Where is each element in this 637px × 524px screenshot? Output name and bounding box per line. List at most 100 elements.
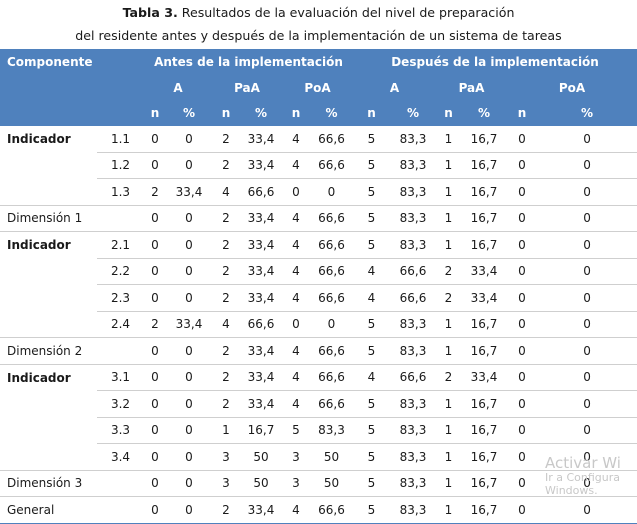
cell-n: 0 <box>507 443 537 471</box>
cell-n: 5 <box>353 178 390 206</box>
row-component: Indicador <box>7 132 71 146</box>
table-row: 1.3 2 33,4 4 66,6 0 0 5 83,3 1 16,7 0 0 <box>0 178 637 206</box>
cell-pct: 0 <box>537 231 637 259</box>
cell-pct: 0 <box>166 337 212 365</box>
cell-n: 0 <box>507 284 537 312</box>
cell-n: 2 <box>212 205 240 232</box>
row-indicator-number: 3.4 <box>97 443 144 471</box>
cell-pct: 83,3 <box>390 470 436 497</box>
cell-pct: 83,3 <box>390 417 436 444</box>
cell-n: 4 <box>353 284 390 312</box>
cell-pct: 0 <box>166 152 212 179</box>
cell-n: 3 <box>212 470 240 497</box>
cell-n: 2 <box>436 284 461 312</box>
cell-n: 1 <box>436 178 461 206</box>
cell-n: 2 <box>212 364 240 391</box>
cell-n: 5 <box>282 417 310 444</box>
header-pct: % <box>254 106 268 120</box>
row-indicator-number: 1.2 <box>97 152 144 179</box>
cell-n: 0 <box>507 152 537 179</box>
row-component <box>0 311 97 338</box>
row-component <box>0 443 97 471</box>
cell-pct: 83,3 <box>390 231 436 259</box>
header-empty <box>0 100 144 126</box>
cell-pct: 33,4 <box>461 258 507 285</box>
cell-pct: 0 <box>310 311 353 338</box>
cell-pct: 33,4 <box>166 311 212 338</box>
cell-n: 0 <box>144 364 166 391</box>
cell-pct: 66,6 <box>310 284 353 312</box>
cell-n: 2 <box>144 178 166 206</box>
cell-pct: 50 <box>310 443 353 471</box>
cell-pct: 33,4 <box>240 337 282 365</box>
cell-n: 3 <box>282 470 310 497</box>
row-indicator-number <box>97 496 144 524</box>
cell-n: 5 <box>353 126 390 153</box>
cell-n: 0 <box>144 152 166 179</box>
cell-pct: 16,7 <box>461 178 507 206</box>
row-indicator-number <box>97 470 144 497</box>
cell-pct: 16,7 <box>461 311 507 338</box>
cell-n: 0 <box>144 496 166 524</box>
cell-n: 5 <box>353 152 390 179</box>
cell-n: 2 <box>436 258 461 285</box>
table-row: 3.3 0 0 1 16,7 5 83,3 5 83,3 1 16,7 0 0 <box>0 417 637 444</box>
cell-pct: 50 <box>310 470 353 497</box>
cell-n: 1 <box>436 126 461 153</box>
cell-pct: 33,4 <box>240 205 282 232</box>
cell-n: 0 <box>507 470 537 497</box>
header-n: n <box>150 106 160 120</box>
cell-pct: 33,4 <box>240 284 282 312</box>
cell-n: 5 <box>353 470 390 497</box>
cell-pct: 16,7 <box>461 417 507 444</box>
table-row: Dimensión 3 0 0 3 50 3 50 5 83,3 1 16,7 0 0 <box>0 470 637 497</box>
cell-n: 4 <box>212 178 240 206</box>
header-group: PaA <box>458 80 485 95</box>
cell-n: 4 <box>282 496 310 524</box>
cell-n: 1 <box>436 470 461 497</box>
cell-n: 4 <box>353 258 390 285</box>
cell-pct: 83,3 <box>390 337 436 365</box>
cell-pct: 16,7 <box>461 496 507 524</box>
header-empty <box>0 75 144 100</box>
cell-pct: 16,7 <box>461 337 507 365</box>
cell-pct: 0 <box>166 205 212 232</box>
row-component: Dimensión 3 <box>0 470 97 497</box>
cell-n: 1 <box>436 443 461 471</box>
row-component: Indicador <box>7 370 71 385</box>
row-component: Indicador <box>7 238 71 252</box>
cell-n: 5 <box>353 496 390 524</box>
cell-pct: 83,3 <box>390 152 436 179</box>
row-indicator-number: 3.2 <box>97 390 144 418</box>
cell-pct: 0 <box>166 417 212 444</box>
cell-pct: 50 <box>240 470 282 497</box>
cell-pct: 33,4 <box>240 364 282 391</box>
cell-n: 1 <box>436 390 461 418</box>
cell-pct: 66,6 <box>310 258 353 285</box>
cell-n: 2 <box>212 390 240 418</box>
cell-pct: 0 <box>537 390 637 418</box>
cell-n: 0 <box>144 443 166 471</box>
cell-pct: 0 <box>166 390 212 418</box>
header-n: n <box>517 106 527 120</box>
cell-pct: 83,3 <box>390 126 436 153</box>
cell-pct: 0 <box>537 311 637 338</box>
table-row: 3.4 0 0 3 50 3 50 5 83,3 1 16,7 0 0 <box>0 443 637 471</box>
cell-n: 1 <box>212 417 240 444</box>
header-despues: Después de la implementación <box>391 55 599 69</box>
cell-pct: 66,6 <box>310 152 353 179</box>
cell-n: 0 <box>507 337 537 365</box>
cell-n: 2 <box>212 496 240 524</box>
row-indicator-number: 1.3 <box>97 178 144 206</box>
header-n: n <box>221 106 231 120</box>
cell-n: 2 <box>212 258 240 285</box>
cell-pct: 16,7 <box>461 126 507 153</box>
table-row: Dimensión 2 0 0 2 33,4 4 66,6 5 83,3 1 16,7 0 0 <box>0 337 637 365</box>
cell-pct: 66,6 <box>310 364 353 391</box>
cell-pct: 33,4 <box>240 496 282 524</box>
table-row: Indicador 3.1 0 0 2 33,4 4 66,6 4 66,6 2 33,4 0 0 <box>0 364 637 391</box>
cell-pct: 83,3 <box>390 178 436 206</box>
cell-pct: 0 <box>537 126 637 153</box>
cell-n: 2 <box>212 337 240 365</box>
row-indicator-number <box>97 337 144 365</box>
